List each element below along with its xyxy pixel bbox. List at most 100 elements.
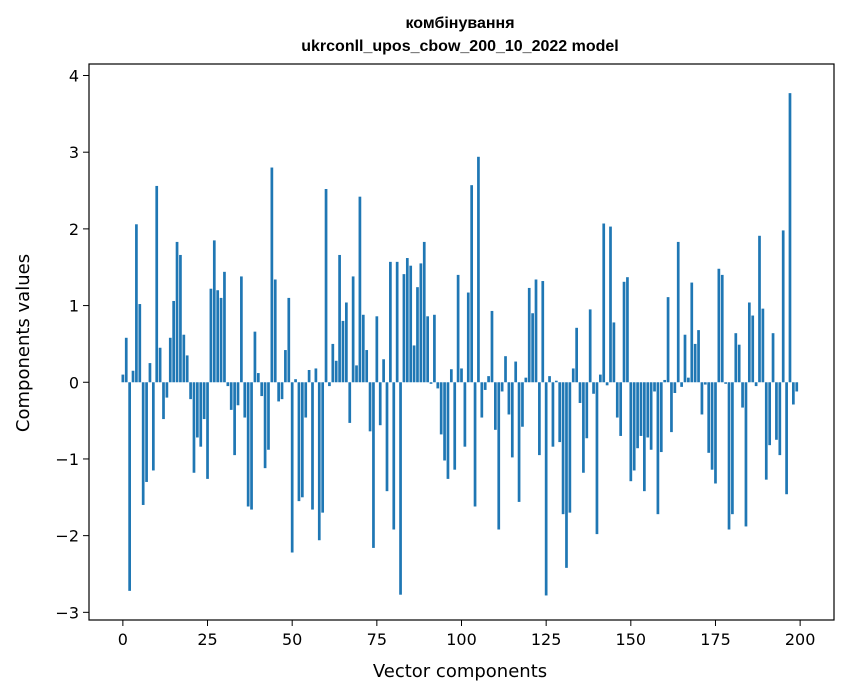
bar: [345, 302, 348, 383]
bar: [670, 382, 673, 433]
bar: [693, 343, 697, 383]
bar: [280, 382, 284, 400]
bar: [480, 382, 484, 418]
bar: [378, 382, 382, 426]
bar: [717, 268, 721, 383]
bar: [504, 356, 507, 383]
bar: [761, 308, 765, 383]
bar: [653, 382, 656, 392]
x-axis-label: Vector components: [373, 661, 547, 682]
bar: [389, 261, 392, 383]
bar: [497, 382, 501, 530]
bar: [792, 382, 795, 405]
bar: [629, 382, 633, 482]
bar: [243, 382, 247, 418]
bar: [595, 382, 599, 535]
bar: [189, 382, 192, 400]
bar: [558, 382, 562, 443]
bar: [145, 382, 148, 482]
bar: [168, 337, 172, 383]
bar: [768, 382, 772, 446]
bar: [775, 382, 778, 440]
bar: [460, 368, 463, 383]
bar: [226, 382, 230, 387]
bar: [524, 377, 528, 383]
x-tick-label: 200: [785, 630, 816, 649]
bar: [663, 379, 667, 383]
bar: [483, 382, 487, 390]
bar: [375, 316, 379, 383]
bar: [290, 382, 294, 553]
bar: [270, 167, 274, 383]
y-tick-label: 3: [69, 143, 79, 162]
bar: [626, 277, 629, 383]
bar: [707, 382, 711, 453]
x-tick-label: 175: [700, 630, 731, 649]
bar: [541, 281, 545, 383]
bar: [517, 382, 521, 502]
bar: [565, 382, 568, 568]
bar: [795, 382, 799, 392]
bar: [778, 382, 782, 456]
bar: [764, 382, 768, 480]
bar: [409, 265, 413, 383]
bar: [162, 382, 165, 420]
bar: [256, 373, 260, 383]
bar: [477, 156, 480, 383]
bar: [643, 382, 646, 492]
bar: [240, 276, 243, 383]
bar: [551, 382, 555, 447]
bar: [636, 382, 639, 449]
y-tick-label: −2: [55, 527, 79, 546]
bar: [568, 382, 572, 513]
bar: [609, 226, 612, 383]
x-tick-label: 0: [118, 630, 128, 649]
bar: [368, 382, 372, 432]
bar: [182, 334, 186, 383]
bar: [785, 382, 788, 495]
bar: [680, 382, 683, 387]
bar: [199, 382, 203, 447]
bar: [135, 224, 138, 383]
bar: [687, 377, 690, 383]
bar: [287, 297, 291, 383]
bar: [175, 241, 179, 383]
bar: [741, 382, 744, 408]
bar: [196, 382, 199, 438]
bar: [588, 309, 592, 383]
bar: [514, 361, 518, 383]
bar: [158, 347, 162, 383]
bar: [124, 337, 128, 383]
bar: [185, 355, 189, 383]
bar: [422, 241, 426, 383]
y-tick-label: 2: [69, 220, 79, 239]
bar: [324, 189, 328, 383]
bar: [737, 344, 741, 383]
bar: [453, 382, 457, 470]
bar: [253, 331, 257, 383]
bar: [294, 379, 297, 383]
bar: [392, 382, 396, 530]
bar: [531, 313, 534, 383]
bar: [683, 334, 687, 383]
bar: [714, 382, 717, 484]
x-tick-label: 50: [282, 630, 302, 649]
bar: [284, 350, 287, 383]
bar: [165, 382, 169, 398]
bar: [727, 382, 731, 530]
bar: [385, 382, 389, 492]
bar: [615, 382, 619, 418]
bar: [402, 274, 406, 383]
bar: [300, 382, 304, 498]
bar: [582, 382, 585, 473]
bar: [138, 304, 142, 383]
bar: [466, 292, 470, 383]
bar: [321, 382, 325, 513]
bar: [473, 382, 477, 507]
bar: [172, 300, 176, 383]
bar: [561, 382, 565, 515]
bar: [703, 382, 707, 385]
x-tick-label: 100: [446, 630, 477, 649]
bar: [304, 382, 308, 418]
bar: [328, 382, 331, 387]
